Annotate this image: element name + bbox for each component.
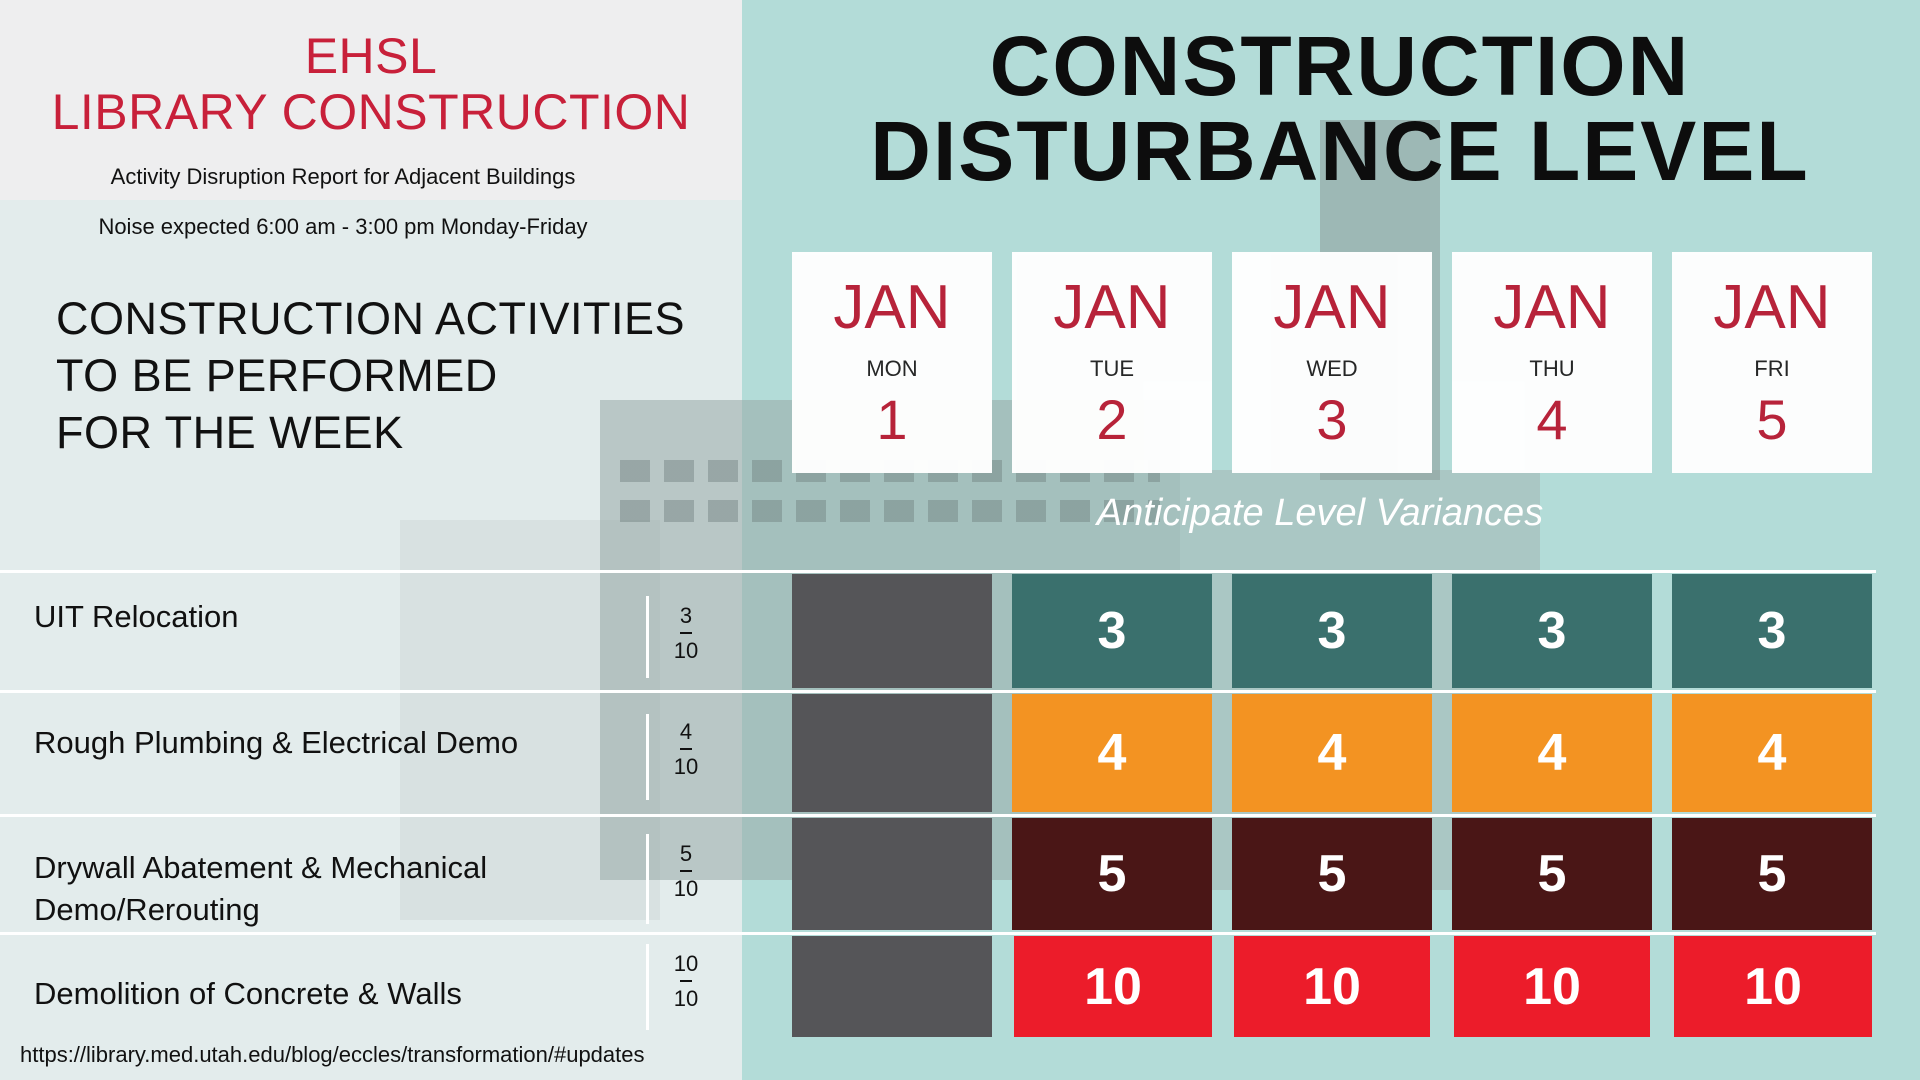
day-card-mon: JAN MON 1 — [792, 252, 992, 473]
report-subtitle: Activity Disruption Report for Adjacent … — [110, 164, 576, 189]
level-cell-empty — [792, 818, 992, 930]
level-cell: 4 — [1012, 694, 1212, 812]
main-title-line1: CONSTRUCTION — [989, 19, 1691, 113]
row-divider — [0, 570, 1876, 573]
score-divider — [646, 834, 649, 924]
day-card-tue: JAN TUE 2 — [1012, 252, 1212, 473]
day-month: JAN — [1493, 273, 1611, 342]
activity-label: Drywall Abatement & Mechanical Demo/Rero… — [34, 847, 614, 931]
level-cell: 10 — [1454, 936, 1650, 1037]
score-dash — [680, 980, 692, 982]
day-month: JAN — [1713, 273, 1831, 342]
level-cell: 4 — [1672, 694, 1872, 812]
main-title: CONSTRUCTION DISTURBANCE LEVEL — [780, 24, 1900, 194]
day-number: 4 — [1536, 388, 1568, 451]
activity-label-line1: Drywall Abatement & Mechanical — [34, 850, 488, 885]
activity-label-line2: Demo/Rerouting — [34, 892, 260, 927]
activity-label-line1: Rough Plumbing & Electrical Demo — [34, 725, 519, 760]
activity-score: 3 10 — [658, 604, 714, 663]
day-number: 3 — [1316, 388, 1348, 451]
level-cell: 3 — [1672, 574, 1872, 688]
day-weekday: TUE — [1090, 356, 1134, 381]
day-card-fri: JAN FRI 5 — [1672, 252, 1872, 473]
level-cell-empty — [792, 936, 992, 1037]
report-title: EHSL LIBRARY CONSTRUCTION — [0, 28, 742, 140]
level-cell: 5 — [1672, 818, 1872, 930]
score-scale: 10 — [673, 754, 699, 779]
report-title-line2: LIBRARY CONSTRUCTION — [51, 84, 691, 140]
level-cell: 10 — [1234, 936, 1430, 1037]
day-number: 1 — [876, 388, 908, 451]
anticipate-note: Anticipate Level Variances — [1096, 492, 1544, 534]
level-cell: 5 — [1232, 818, 1432, 930]
score-divider — [646, 714, 649, 800]
day-month: JAN — [833, 273, 951, 342]
day-card-wed: JAN WED 3 — [1232, 252, 1432, 473]
level-cell: 3 — [1232, 574, 1432, 688]
day-weekday: THU — [1529, 356, 1575, 381]
score-level: 3 — [679, 603, 693, 628]
level-cell: 10 — [1014, 936, 1212, 1037]
footer-url: https://library.med.utah.edu/blog/eccles… — [20, 1042, 645, 1067]
day-month: JAN — [1273, 273, 1391, 342]
row-divider — [0, 932, 1876, 935]
activity-label-line1: UIT Relocation — [34, 599, 239, 634]
day-number: 2 — [1096, 388, 1128, 451]
day-weekday: MON — [866, 356, 918, 381]
level-cell: 5 — [1452, 818, 1652, 930]
level-cell-empty — [792, 694, 992, 812]
score-divider — [646, 944, 649, 1030]
level-cell-empty — [792, 574, 992, 688]
level-cell: 4 — [1452, 694, 1652, 812]
score-scale: 10 — [673, 638, 699, 663]
activity-label-line1: Demolition of Concrete & Walls — [34, 976, 462, 1011]
title-band — [0, 0, 742, 200]
main-title-line2: DISTURBANCE LEVEL — [870, 104, 1810, 198]
level-cell: 3 — [1012, 574, 1212, 688]
noise-note: Noise expected 6:00 am - 3:00 pm Monday-… — [98, 214, 588, 239]
score-level: 10 — [673, 951, 699, 976]
score-dash — [680, 748, 692, 750]
level-cell: 10 — [1674, 936, 1872, 1037]
level-cell: 3 — [1452, 574, 1652, 688]
activity-score: 5 10 — [658, 842, 714, 901]
row-divider — [0, 814, 1876, 817]
day-weekday: WED — [1306, 356, 1358, 381]
score-divider — [646, 596, 649, 678]
score-level: 4 — [679, 719, 693, 744]
report-title-line1: EHSL — [304, 28, 438, 84]
score-level: 5 — [679, 841, 693, 866]
day-number: 5 — [1756, 388, 1788, 451]
activity-label: Demolition of Concrete & Walls — [34, 973, 614, 1015]
row-divider — [0, 690, 1876, 693]
score-scale: 10 — [673, 876, 699, 901]
activity-score: 10 10 — [658, 952, 714, 1011]
score-dash — [680, 632, 692, 634]
day-card-thu: JAN THU 4 — [1452, 252, 1652, 473]
activities-heading-line1: CONSTRUCTION ACTIVITIES — [56, 293, 686, 344]
score-scale: 10 — [673, 986, 699, 1011]
activity-label: UIT Relocation — [34, 596, 614, 638]
activities-heading-line2: TO BE PERFORMED — [56, 350, 498, 401]
activity-score: 4 10 — [658, 720, 714, 779]
level-cell: 4 — [1232, 694, 1432, 812]
activities-heading: CONSTRUCTION ACTIVITIES TO BE PERFORMED … — [56, 290, 716, 461]
activities-heading-line3: FOR THE WEEK — [56, 407, 404, 458]
activity-label: Rough Plumbing & Electrical Demo — [34, 722, 614, 764]
day-month: JAN — [1053, 273, 1171, 342]
background-photo-windows — [620, 500, 1160, 522]
level-cell: 5 — [1012, 818, 1212, 930]
score-dash — [680, 870, 692, 872]
day-weekday: FRI — [1754, 356, 1790, 381]
